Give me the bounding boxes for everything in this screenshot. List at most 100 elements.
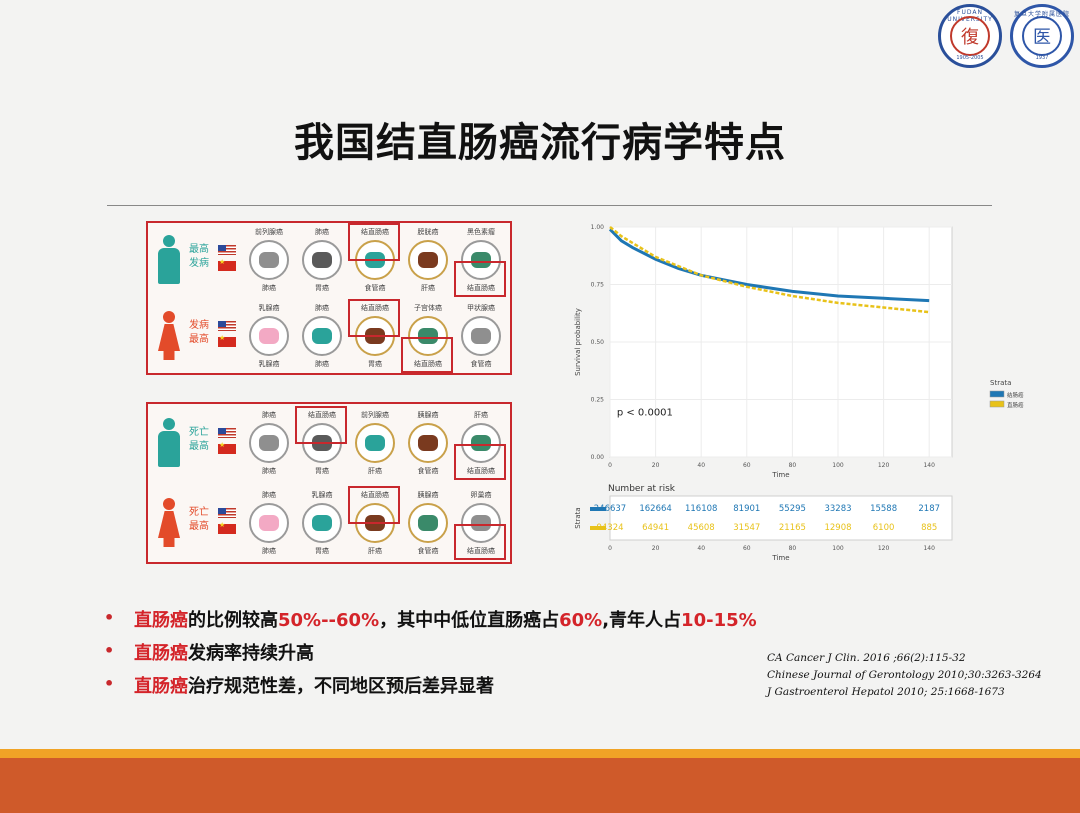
risk-value: 116108	[685, 504, 717, 514]
china-cancer-label: 肺癌	[262, 284, 276, 292]
china-cancer-label: 食管癌	[417, 467, 439, 475]
bullet-highlight: 直肠癌	[134, 610, 188, 631]
organ-item: 卵巢癌 结直肠癌	[456, 486, 506, 562]
legend-swatch	[989, 400, 1005, 408]
x-tick-label: 100	[832, 462, 844, 469]
organ-icon	[408, 316, 448, 356]
male-row: 死亡 最高肺癌肺癌结直肠癌胃癌前列腺癌肝癌胰腺癌食管癌肝癌结直肠癌	[148, 406, 510, 482]
risk-value: 94324	[596, 523, 623, 533]
china-cancer-label: 肝癌	[368, 467, 382, 475]
y-tick-label: 0.00	[591, 454, 605, 461]
risk-x-tick-label: 40	[697, 545, 705, 552]
organ-item: 肝癌 结直肠癌	[456, 406, 506, 482]
risk-value: 81901	[733, 504, 760, 514]
y-axis-label: Survival probability	[574, 308, 582, 376]
risk-x-tick-label: 120	[878, 545, 890, 552]
china-cancer-label: 肝癌	[368, 547, 382, 555]
reference-2: Chinese Journal of Gerontology 2010;30:3…	[767, 669, 1042, 681]
us-flag-icon	[218, 321, 236, 331]
organ-item: 甲状腺癌 食管癌	[456, 299, 506, 375]
bullet-highlight: 10-15%	[681, 610, 757, 631]
bullet-highlight: 60%	[559, 610, 603, 631]
flags	[218, 321, 238, 353]
risk-table-ylabel: Strata	[574, 507, 582, 528]
slide-title: 我国结直肠癌流行病学特点	[294, 120, 786, 166]
us-cancer-label: 肝癌	[474, 411, 488, 419]
risk-value: 55295	[779, 504, 806, 514]
organ-item: 胰腺癌 食管癌	[403, 406, 453, 482]
china-cancer-label: 结直肠癌	[467, 284, 495, 292]
organ-icon	[408, 503, 448, 543]
y-tick-label: 0.50	[591, 339, 605, 346]
risk-table-area	[609, 495, 953, 541]
hospital-logo-year: 1937	[1035, 55, 1049, 61]
us-cancer-label: 黑色素瘤	[467, 228, 495, 236]
risk-x-tick-label: 20	[652, 545, 660, 552]
us-crc-highlight	[348, 486, 400, 524]
china-cancer-label: 胃癌	[315, 467, 329, 475]
risk-value: 6100	[873, 523, 895, 533]
risk-value: 2187	[918, 504, 940, 514]
incidence-panel: 最高 发病前列腺癌肺癌肺癌胃癌结直肠癌食管癌膀胱癌肝癌黑色素瘤结直肠癌发病 最高…	[146, 221, 512, 375]
bullet-item: • 直肠癌治疗规范性差，不同地区预后差异显著	[104, 672, 934, 705]
bullet-item: • 直肠癌的比例较高50%--60%，其中中低位直肠癌占60%,青年人占10-1…	[104, 606, 934, 639]
reference-3: J Gastroenterol Hepatol 2010; 25:1668-16…	[767, 686, 1005, 698]
risk-value: 31547	[733, 523, 760, 533]
female-figure-icon	[154, 311, 184, 361]
china-cancer-label: 结直肠癌	[467, 547, 495, 555]
x-tick-label: 140	[923, 462, 935, 469]
organ-item: 乳腺癌 胃癌	[297, 486, 347, 562]
us-cancer-label: 胰腺癌	[417, 491, 439, 499]
x-tick-label: 0	[608, 462, 612, 469]
flags	[218, 508, 238, 540]
china-cancer-label: 胃癌	[315, 547, 329, 555]
china-cancer-label: 肺癌	[315, 360, 329, 368]
risk-value: 15588	[870, 504, 897, 514]
china-cancer-label: 乳腺癌	[258, 360, 280, 368]
legend-label: 结肠癌	[1007, 391, 1024, 399]
us-cancer-label: 肺癌	[315, 304, 329, 312]
us-cancer-label: 结直肠癌	[361, 228, 389, 236]
us-cancer-label: 前列腺癌	[255, 228, 283, 236]
female-row: 发病 最高乳腺癌乳腺癌肺癌肺癌结直肠癌胃癌子宫体癌结直肠癌甲状腺癌食管癌	[148, 299, 510, 375]
us-crc-highlight	[295, 406, 347, 444]
organ-icon	[461, 316, 501, 356]
risk-value: 162664	[639, 504, 671, 514]
y-tick-label: 0.25	[591, 397, 605, 404]
legend-title: Strata	[990, 379, 1011, 387]
logo-years: 1905-2005	[956, 55, 984, 61]
us-cancer-label: 结直肠癌	[361, 304, 389, 312]
china-cancer-label: 胃癌	[315, 284, 329, 292]
china-cancer-label: 结直肠癌	[414, 360, 442, 368]
risk-table-title: Number at risk	[608, 484, 676, 494]
title-divider	[107, 205, 992, 206]
reference-1: CA Cancer J Clin. 2016 ;66(2):115-32	[767, 652, 966, 664]
organ-icon	[249, 423, 289, 463]
organ-icon	[408, 240, 448, 280]
china-crc-highlight	[454, 261, 506, 297]
china-flag-icon	[218, 521, 236, 534]
risk-value: 246637	[594, 504, 626, 514]
survival-chart: 0 20 40 60 80 100 120 140 0.00 0.25 0.50 0.75 1.00 Ti…	[574, 224, 1024, 562]
row-label: 发病 最高	[189, 320, 209, 345]
organ-icon	[461, 503, 501, 543]
footer-band	[0, 758, 1080, 813]
risk-value: 64941	[642, 523, 669, 533]
us-cancer-label: 肺癌	[262, 491, 276, 499]
risk-x-tick-label: 0	[608, 545, 612, 552]
x-axis-label: Time	[771, 471, 789, 479]
female-row: 死亡 最高肺癌肺癌乳腺癌胃癌结直肠癌肝癌胰腺癌食管癌卵巢癌结直肠癌	[148, 486, 510, 562]
organ-icon	[249, 316, 289, 356]
us-crc-highlight	[348, 299, 400, 337]
bullet-dot: •	[104, 608, 115, 627]
x-tick-label: 80	[789, 462, 797, 469]
flags	[218, 428, 238, 460]
bullet-dot: •	[104, 641, 115, 660]
fudan-university-logo: FUDAN UNIVERSITY 復 1905-2005	[938, 4, 1002, 68]
organ-item: 膀胱癌 肝癌	[403, 223, 453, 299]
us-cancer-label: 结直肠癌	[361, 491, 389, 499]
risk-x-tick-label: 60	[743, 545, 751, 552]
risk-x-tick-label: 80	[789, 545, 797, 552]
x-tick-label: 120	[878, 462, 890, 469]
